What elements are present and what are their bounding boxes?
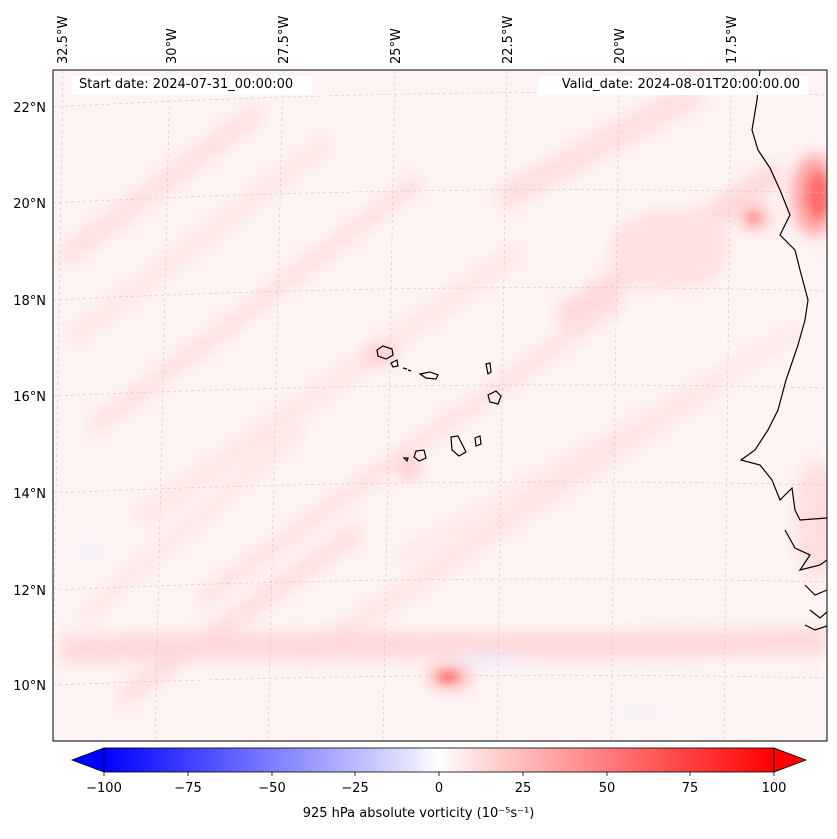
lon-label: 22.5°W [501,16,516,64]
lat-label: 14°N [13,487,46,502]
lon-label: 25°W [389,28,404,64]
lon-label: 32.5°W [56,16,71,64]
colorbar: −100 −75 −50 −25 0 25 50 75 100 [70,747,808,796]
lon-label: 17.5°W [725,16,740,64]
lat-label: 10°N [13,679,46,694]
start-date-label: Start date: 2024-07-31_00:00:00 [79,77,294,92]
lon-label: 20°W [613,28,628,64]
lat-label: 12°N [13,584,46,599]
colorbar-gradient [104,748,774,772]
vorticity-field [53,70,827,741]
coastline [739,70,827,631]
lat-label: 16°N [13,390,46,405]
graticule [53,70,827,741]
colorbar-tick: 75 [682,781,699,796]
colorbar-tick: 50 [599,781,616,796]
valid-date-label: Valid_date: 2024-08-01T20:00:00.00 [561,77,800,92]
valid-date-box [538,76,808,95]
colorbar-title: 925 hPa absolute vorticity (10⁻⁵s⁻¹) [302,806,535,821]
colorbar-tick: −75 [174,781,201,796]
cape-verde-islands [376,345,502,463]
lon-label: 30°W [165,28,180,64]
colorbar-tick: −100 [86,781,122,796]
lat-label: 22°N [13,101,46,116]
lat-label: 18°N [13,294,46,309]
colorbar-tick: 25 [515,781,532,796]
colorbar-tick: 100 [762,781,787,796]
lat-label: 20°N [13,197,46,212]
colorbar-tick: −50 [258,781,285,796]
map-frame [52,69,828,742]
colorbar-tick: 0 [435,781,443,796]
colorbar-extend-max [773,747,808,773]
longitude-labels: 32.5°W 30°W 27.5°W 25°W 22.5°W 20°W 17.5… [56,16,740,64]
start-date-box [72,76,312,95]
colorbar-extend-min [70,747,105,773]
lon-label: 27.5°W [277,16,292,64]
latitude-labels: 22°N 20°N 18°N 16°N 14°N 12°N 10°N [13,101,46,694]
colorbar-tick: −25 [341,781,368,796]
